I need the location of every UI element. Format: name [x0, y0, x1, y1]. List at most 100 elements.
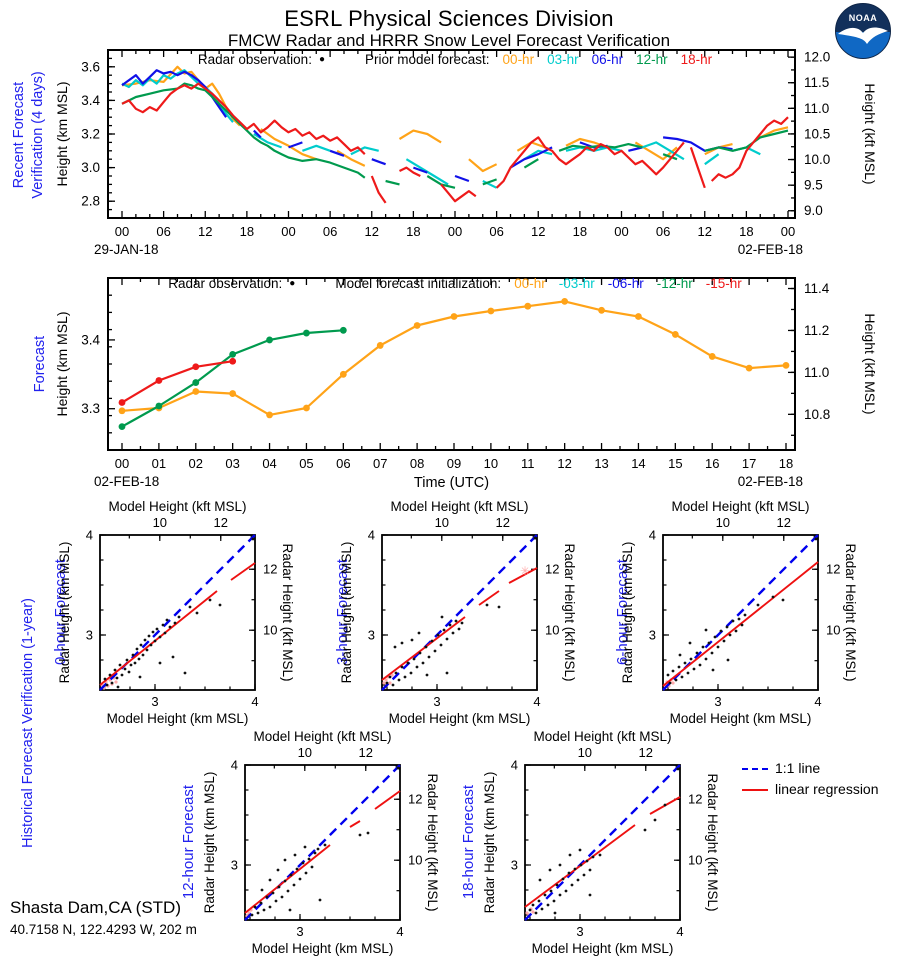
- tick-label: 3.3: [81, 401, 100, 416]
- tick-label: 4: [86, 528, 93, 543]
- tick-label: 00: [281, 224, 295, 239]
- tick-label: 3: [151, 694, 158, 709]
- series-03-hr: [121, 69, 761, 189]
- tick-label: Model Height (km MSL): [252, 941, 394, 956]
- regression-label: linear regression: [775, 781, 879, 797]
- legend-entry-12-hr: 12-hr: [636, 52, 668, 67]
- tick-label: 9.0: [804, 203, 823, 218]
- legend-entry-03-hr: 03-hr: [547, 52, 579, 67]
- series--15-hr: [118, 357, 237, 406]
- tick-label: 12: [688, 792, 702, 807]
- forecast-legend: Radar observation: ● Model forecast initia…: [130, 276, 780, 291]
- tick-label: 10: [688, 853, 702, 868]
- tick-label: Radar Height (kft MSL): [705, 773, 720, 911]
- radar-observation-marker-icon: ●: [318, 54, 325, 65]
- tick-label: 14: [631, 456, 645, 471]
- series-18-hr: [121, 82, 789, 204]
- tick-label: Model Height (km MSL): [107, 711, 249, 726]
- tick-label: Time (UTC): [414, 475, 489, 491]
- tick-label: 10.0: [804, 152, 830, 167]
- tick-label: 01: [152, 456, 166, 471]
- tick-label: 11.2: [804, 323, 829, 338]
- noaa-logo-bird: [838, 27, 888, 44]
- ts-forecast-svg: 00 01 02 03 04 05 06 07 08 09 10 11 12 13 14 15 16 17 18 3.…: [81, 277, 830, 491]
- tick-label: Radar Height (km MSL): [202, 772, 217, 914]
- legend-entry-18-hr: 18-hr: [680, 52, 713, 67]
- tick-label: 10.8: [804, 407, 830, 422]
- tick-label: 3: [511, 858, 518, 873]
- tick-label: Model Height (kft MSL): [390, 499, 528, 514]
- tick-label: 18: [406, 224, 420, 239]
- tick-label: 18: [240, 224, 254, 239]
- legend-obs-label: Radar observation:: [168, 276, 283, 291]
- tick-label: Radar Height (km MSL): [339, 542, 354, 684]
- tick-label: 12: [557, 456, 571, 471]
- tick-label: 3.4: [81, 332, 100, 347]
- tick-label: 06: [323, 224, 337, 239]
- tick-label: 3.0: [81, 160, 100, 175]
- tick-label: 4: [231, 758, 238, 773]
- tick-label: 3: [368, 628, 375, 643]
- tick-label: 12.0: [804, 50, 830, 65]
- one-to-one-label: 1:1 line: [775, 760, 821, 776]
- tick-label: 06: [656, 224, 670, 239]
- series-00-hr: [118, 297, 790, 419]
- tick-label: 13: [594, 456, 608, 471]
- tick-label: 17: [742, 456, 756, 471]
- tick-label: 12: [545, 562, 559, 577]
- tick-label: 12: [698, 224, 712, 239]
- tick-label: 9.5: [804, 178, 823, 193]
- legend-obs-label: Radar observation:: [197, 52, 312, 67]
- tick-label: Radar Height (km MSL): [620, 542, 635, 684]
- tick-label: 15: [668, 456, 682, 471]
- tick-label: Model Height (km MSL): [532, 941, 674, 956]
- tick-label: 10: [716, 515, 730, 530]
- legend-entry-m12-hr: -12-hr: [656, 276, 693, 291]
- tick-label: ✳: [520, 564, 530, 578]
- legend-entry-00-hr: 00-hr: [514, 276, 546, 291]
- tick-label: 10: [545, 623, 559, 638]
- tick-label: 18: [573, 224, 587, 239]
- ts-recent-svg: 00 06 12 18 00 06 12 18 00 06 12 18 00 06 12 18 00 2.8 3.0…: [81, 49, 830, 257]
- tick-label: Radar Height (kft MSL): [425, 773, 440, 911]
- legend-series-label: Model forecast initialization:: [335, 276, 502, 291]
- tick-label: Model Height (kft MSL): [253, 729, 391, 744]
- tick-label: 4: [533, 694, 540, 709]
- scatter-12hr-label: 12-hour Forecast: [180, 784, 197, 900]
- tick-label: 06: [156, 224, 170, 239]
- station-name: Shasta Dam,CA (STD): [10, 898, 181, 917]
- tick-label: 10: [826, 623, 840, 638]
- tick-label: 12: [639, 745, 653, 760]
- tick-label: 02-FEB-18: [94, 474, 159, 489]
- tick-label: Model Height (km MSL): [389, 711, 531, 726]
- tick-label: 04: [262, 456, 276, 471]
- tick-label: Radar Height (km MSL): [482, 772, 497, 914]
- tick-label: 2.8: [81, 194, 100, 209]
- tick-label: 4: [251, 694, 258, 709]
- tick-label: 4: [649, 528, 656, 543]
- tick-label: Radar Height (kft MSL): [843, 543, 858, 681]
- tick-label: 12: [826, 562, 840, 577]
- tick-label: 3: [296, 924, 303, 939]
- tick-label: 3.6: [81, 59, 100, 74]
- station-coords: 40.7158 N, 122.4293 W, 202 m: [10, 922, 197, 937]
- regression-line-sample: [742, 788, 768, 791]
- tick-label: Model Height (km MSL): [670, 711, 812, 726]
- tick-label: Radar Height (kft MSL): [280, 543, 295, 681]
- noaa-logo-icon: NOAA: [835, 3, 891, 59]
- legend-entry-06-hr: 06-hr: [591, 52, 624, 67]
- legend-entry-m15-hr: -15-hr: [705, 276, 742, 291]
- tick-label: 00: [448, 224, 462, 239]
- tick-label: 16: [705, 456, 719, 471]
- radar-observation-marker-icon: ●: [289, 278, 296, 289]
- tick-label: 00: [614, 224, 628, 239]
- tick-label: 08: [410, 456, 424, 471]
- tick-label: 12: [777, 515, 791, 530]
- tick-label: 10: [408, 853, 422, 868]
- tick-label: 10: [484, 456, 498, 471]
- tick-label: 3.2: [81, 127, 100, 142]
- legend-entry-m06-hr: -06-hr: [607, 276, 644, 291]
- page-title: ESRL Physical Sciences Division: [284, 6, 614, 31]
